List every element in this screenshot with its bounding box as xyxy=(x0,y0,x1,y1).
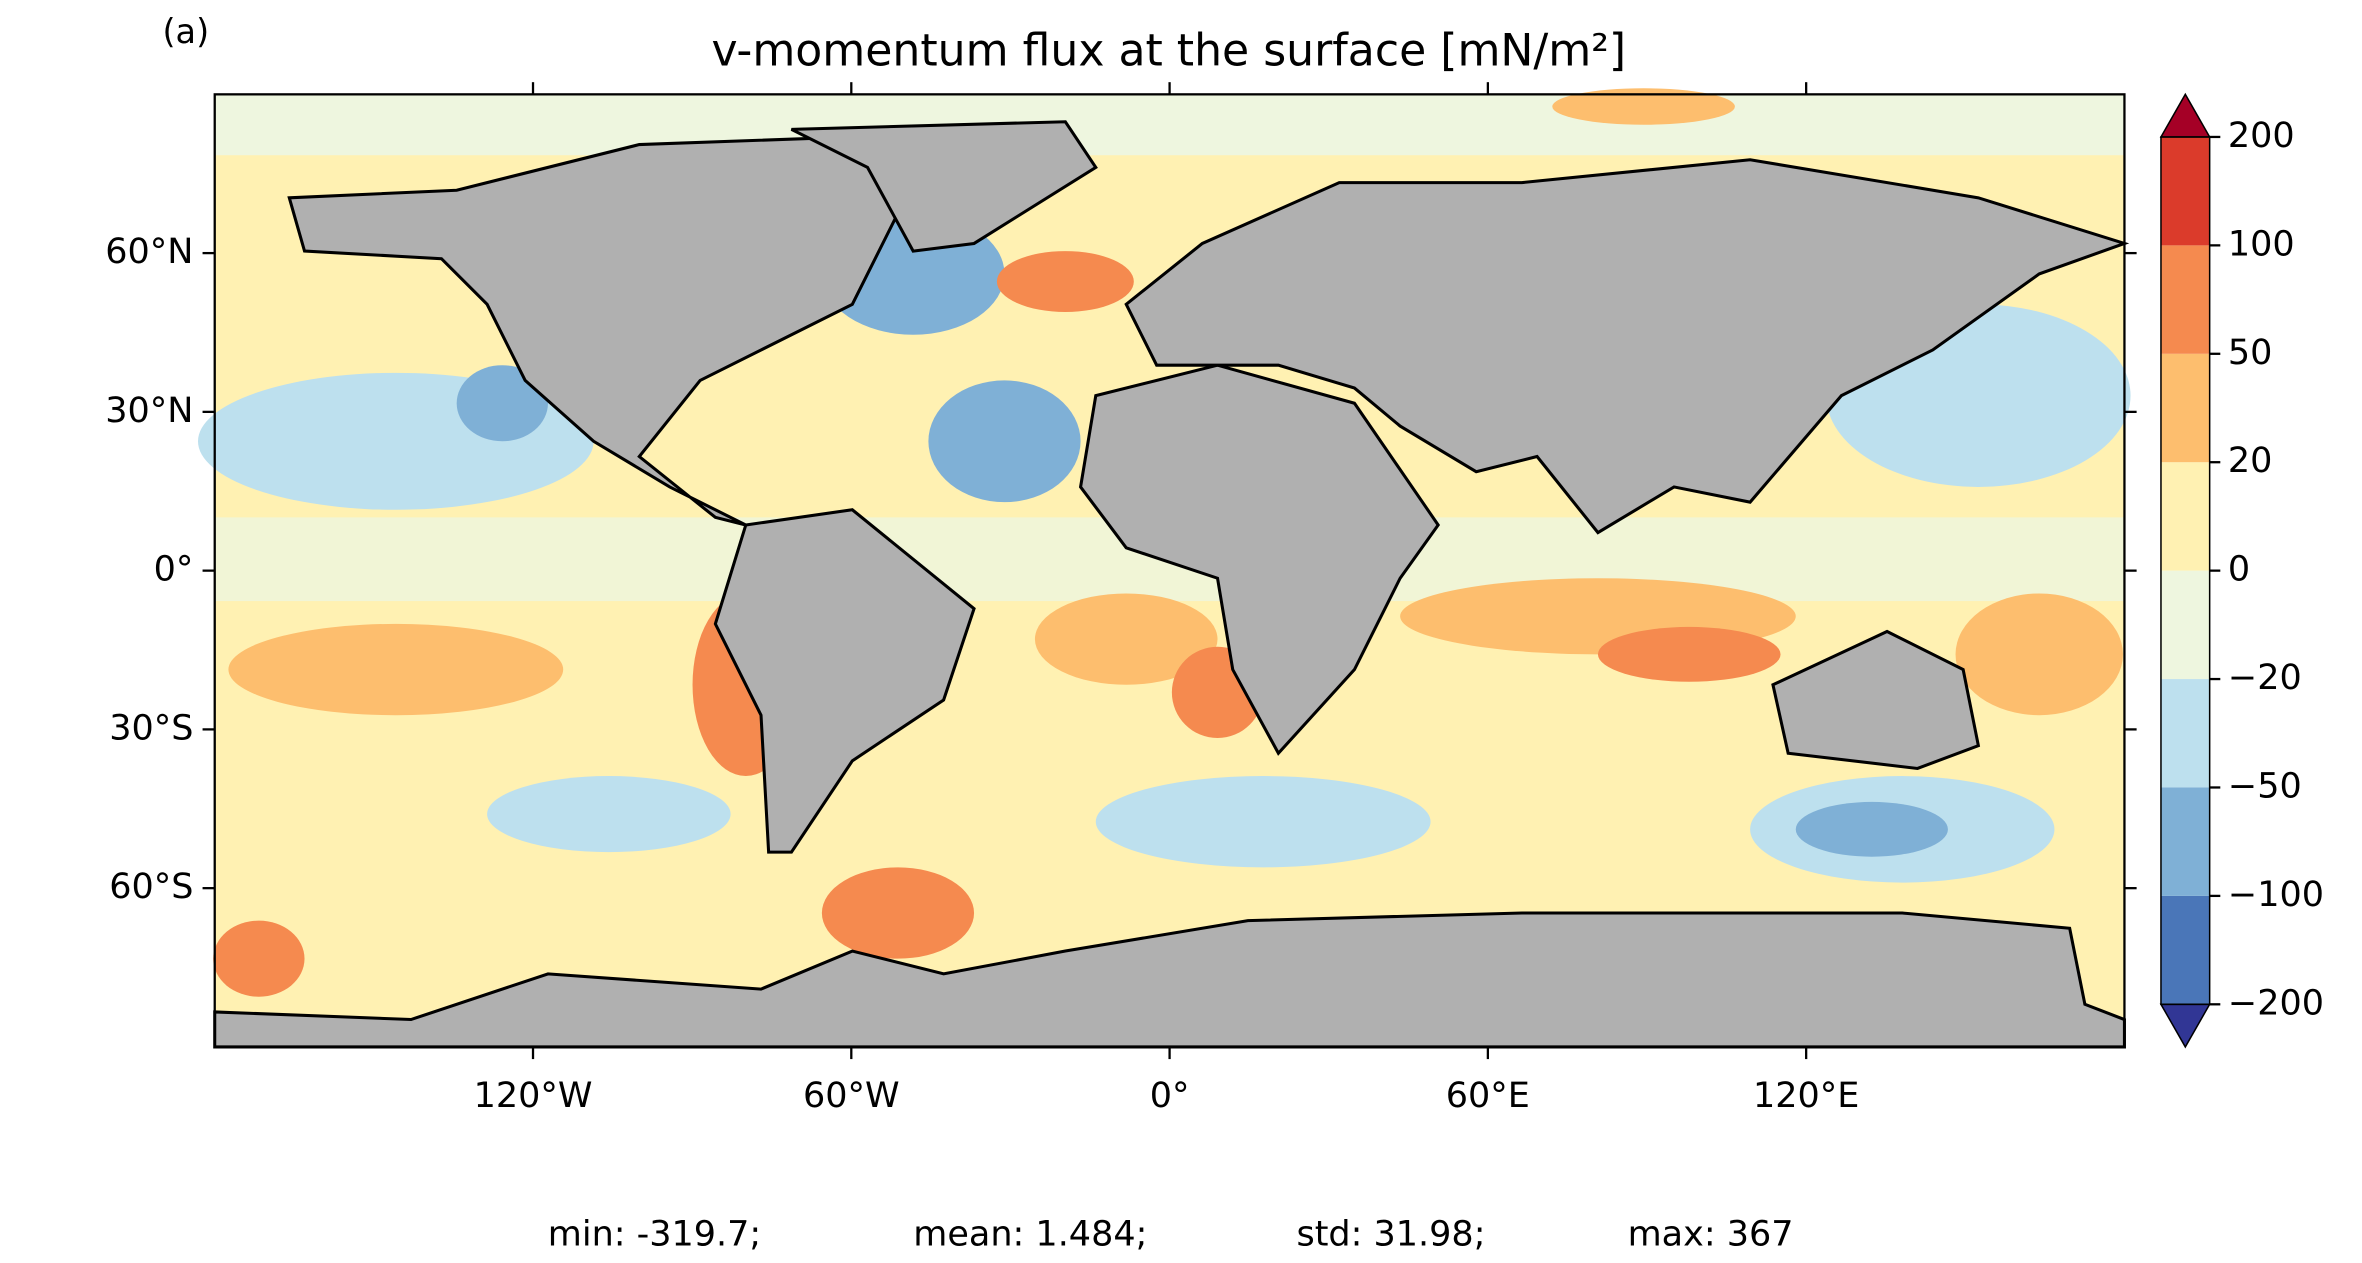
stat: min: -319.7; xyxy=(548,1215,761,1255)
stat: mean: 1.484; xyxy=(913,1215,1147,1255)
x-tick-label: 60°E xyxy=(1446,1076,1530,1116)
x-tick-label: 120°E xyxy=(1753,1076,1859,1116)
colorbar-label: −50 xyxy=(2228,766,2302,806)
colorbar-bin xyxy=(2160,895,2210,1005)
colorbar-bin xyxy=(2160,136,2210,246)
colorbar-label: −200 xyxy=(2228,983,2324,1023)
colorbar-label: −20 xyxy=(2228,658,2302,698)
colorbar-over xyxy=(2159,92,2211,138)
stat: std: 31.98; xyxy=(1296,1215,1485,1255)
x-tick-label: 60°W xyxy=(803,1076,900,1116)
colorbar-under xyxy=(2159,1003,2211,1049)
chart-title: v-momentum flux at the surface [mN/m²] xyxy=(711,25,1626,76)
x-tick-label: 120°W xyxy=(474,1076,593,1116)
stats: min: -319.7; mean: 1.484; std: 31.98; ma… xyxy=(548,1215,1794,1255)
y-tick-label: 0° xyxy=(154,550,194,590)
colorbar-bin xyxy=(2160,353,2210,463)
colorbar-bin xyxy=(2160,679,2210,788)
land xyxy=(213,120,2130,1049)
colorbar-label: 0 xyxy=(2228,550,2250,590)
colorbar-bin xyxy=(2160,570,2210,680)
colorbar-label: −100 xyxy=(2228,875,2324,915)
colorbar-bin xyxy=(2160,245,2210,354)
panel-label: (a) xyxy=(163,12,210,51)
y-tick-label: 60°S xyxy=(109,867,193,907)
colorbar-label: 50 xyxy=(2228,333,2273,373)
colorbar-label: 200 xyxy=(2228,116,2295,156)
colorbar-label: 100 xyxy=(2228,224,2295,264)
y-tick-label: 60°N xyxy=(105,232,193,272)
x-tick-label: 0° xyxy=(1150,1076,1190,1116)
colorbar-label: 20 xyxy=(2228,441,2273,481)
colorbar-bin xyxy=(2160,462,2210,571)
colorbar-bin xyxy=(2160,787,2210,896)
stat: max: 367 xyxy=(1628,1215,1794,1255)
y-tick-label: 30°N xyxy=(105,391,193,431)
y-tick-label: 30°S xyxy=(109,708,193,748)
